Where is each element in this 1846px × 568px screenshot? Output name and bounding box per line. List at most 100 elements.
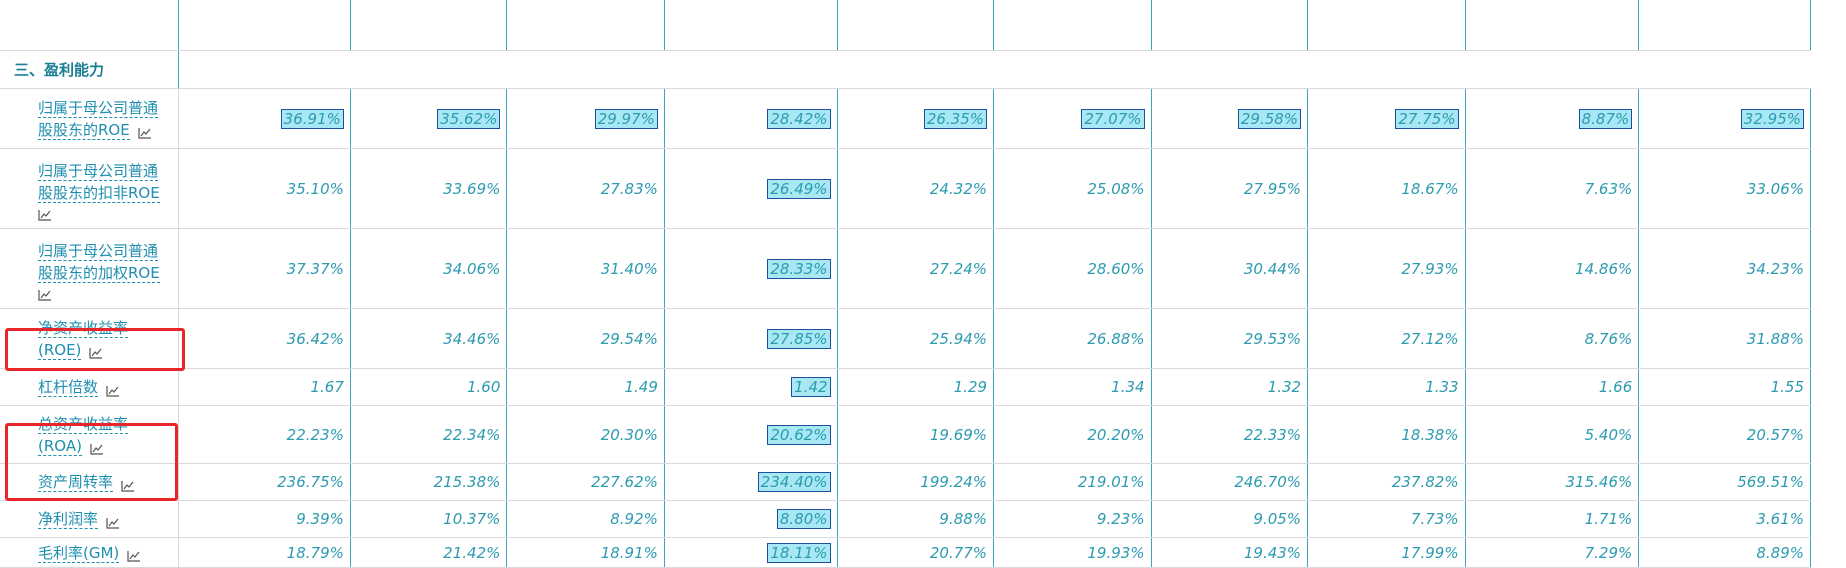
value-cell: 1.33 <box>1307 368 1466 406</box>
value-cell: 27.75% <box>1307 88 1466 149</box>
value-cell: 227.62% <box>506 463 665 501</box>
trend-chart-icon[interactable] <box>138 124 152 139</box>
value-text: 29.54% <box>600 329 658 348</box>
indicator-link[interactable]: (ROE) <box>38 340 82 360</box>
value-cell: 9.88% <box>837 500 995 538</box>
value-cell: 30.44% <box>1151 228 1309 309</box>
value-text: 30.44% <box>1243 259 1302 278</box>
highlighted-value: 1.42 <box>791 377 831 397</box>
spacer-cell <box>664 0 838 51</box>
trend-chart-icon[interactable] <box>106 382 120 397</box>
value-text: 215.38% <box>433 473 501 491</box>
table-row: 杠杆倍数 1.67 1.60 1.49 1.42 1.29 1.34 1.32 1.33 1.66… <box>0 368 1811 406</box>
value-text: 29.53% <box>1243 329 1302 348</box>
indicator-link[interactable]: (ROA) <box>38 436 82 456</box>
highlighted-value: 28.42% <box>767 108 831 129</box>
indicator-link[interactable]: 资产周转率 <box>38 473 114 492</box>
value-cell: 7.63% <box>1465 148 1640 229</box>
value-cell: 1.32 <box>1151 368 1309 406</box>
value-cell: 7.73% <box>1307 500 1466 538</box>
value-text: 22.33% <box>1243 425 1302 444</box>
value-cell: 29.54% <box>506 308 665 369</box>
value-text: 1.55 <box>1770 378 1804 396</box>
trend-chart-icon[interactable] <box>89 344 103 359</box>
value-text: 199.24% <box>920 473 988 491</box>
table-row: 归属于母公司普通 股股东的加权ROE 37.37% 34.06% 31.40% 28.33… <box>0 228 1811 309</box>
value-cell: 8.92% <box>506 500 665 538</box>
highlighted-value: 27.75% <box>1395 108 1459 129</box>
value-cell: 27.24% <box>837 228 995 309</box>
value-cell: 36.42% <box>178 308 351 369</box>
value-cell: 27.83% <box>506 148 665 229</box>
value-text: 1.66 <box>1598 378 1633 396</box>
value-cell: 34.46% <box>350 308 508 369</box>
value-text: 19.93% <box>1087 543 1145 562</box>
value-text: 9.23% <box>1096 510 1145 528</box>
value-cell: 27.07% <box>993 88 1152 149</box>
value-cell: 31.40% <box>506 228 665 309</box>
value-cell: 27.93% <box>1307 228 1466 309</box>
value-text: 569.51% <box>1737 473 1804 491</box>
value-cell: 10.37% <box>350 500 508 538</box>
spacer-cell <box>178 0 351 51</box>
value-text: 34.46% <box>443 329 501 348</box>
indicator-link[interactable]: 杠杆倍数 <box>38 378 99 397</box>
value-cell: 28.33% <box>664 228 838 309</box>
value-cell: 215.38% <box>350 463 508 501</box>
value-cell: 26.35% <box>837 88 995 149</box>
highlighted-value: 32.95% <box>1740 108 1804 129</box>
indicator-link[interactable]: 毛利率(GM) <box>38 543 120 563</box>
highlighted-value: 26.49% <box>767 178 831 199</box>
indicator-label-cell: 资产周转率 <box>0 463 180 501</box>
value-cell: 9.23% <box>993 500 1152 538</box>
value-cell: 24.32% <box>837 148 995 229</box>
indicator-label-cell: 杠杆倍数 <box>0 368 180 406</box>
indicator-link[interactable]: 归属于母公司普通 <box>38 241 159 261</box>
value-text: 17.99% <box>1401 543 1459 562</box>
spacer-cell <box>1151 0 1309 51</box>
value-text: 33.06% <box>1746 179 1804 198</box>
value-text: 20.20% <box>1087 425 1145 444</box>
section-title: 三、盈利能力 <box>0 50 180 89</box>
value-text: 33.69% <box>443 179 501 198</box>
value-text: 20.77% <box>929 543 988 562</box>
value-cell: 219.01% <box>993 463 1152 501</box>
trend-chart-icon[interactable] <box>90 440 104 455</box>
indicator-link[interactable]: 总资产收益率 <box>38 414 129 434</box>
value-cell: 9.39% <box>178 500 351 538</box>
indicator-link[interactable]: 净利润率 <box>38 510 99 529</box>
value-cell: 22.34% <box>350 405 508 464</box>
trend-chart-icon[interactable] <box>38 206 52 221</box>
value-cell: 569.51% <box>1638 463 1811 501</box>
highlighted-value: 26.35% <box>923 108 988 129</box>
trend-chart-icon[interactable] <box>121 477 135 492</box>
value-cell: 27.85% <box>664 308 838 369</box>
highlighted-value: 27.07% <box>1081 108 1145 129</box>
indicator-link[interactable]: 股股东的ROE <box>38 120 130 140</box>
indicator-link[interactable]: 净资产收益率 <box>38 318 129 338</box>
trend-chart-icon[interactable] <box>127 547 141 562</box>
value-cell: 17.99% <box>1307 537 1466 568</box>
highlighted-value: 27.85% <box>767 328 831 349</box>
value-cell: 27.12% <box>1307 308 1466 369</box>
value-cell: 1.29 <box>837 368 995 406</box>
value-cell: 32.95% <box>1638 88 1811 149</box>
highlighted-value: 29.58% <box>1237 108 1302 129</box>
trend-chart-icon[interactable] <box>106 514 120 529</box>
indicator-link[interactable]: 股股东的加权ROE <box>38 263 160 283</box>
indicator-link[interactable]: 股股东的扣非ROE <box>38 183 160 203</box>
trend-chart-icon[interactable] <box>38 286 52 301</box>
value-cell: 18.38% <box>1307 405 1466 464</box>
value-cell: 8.80% <box>664 500 838 538</box>
value-text: 28.60% <box>1087 259 1145 278</box>
table-row: 资产周转率 236.75% 215.38% 227.62% 234.40% 199.24%… <box>0 463 1811 501</box>
spacer-cell <box>0 0 180 51</box>
value-cell: 1.34 <box>993 368 1152 406</box>
indicator-link[interactable]: 归属于母公司普通 <box>38 161 159 181</box>
highlighted-value: 234.40% <box>757 472 831 492</box>
indicator-label-cell: 归属于母公司普通 股股东的加权ROE <box>0 228 180 309</box>
value-cell: 9.05% <box>1151 500 1309 538</box>
indicator-link[interactable]: 归属于母公司普通 <box>38 98 159 118</box>
value-cell: 1.66 <box>1465 368 1640 406</box>
